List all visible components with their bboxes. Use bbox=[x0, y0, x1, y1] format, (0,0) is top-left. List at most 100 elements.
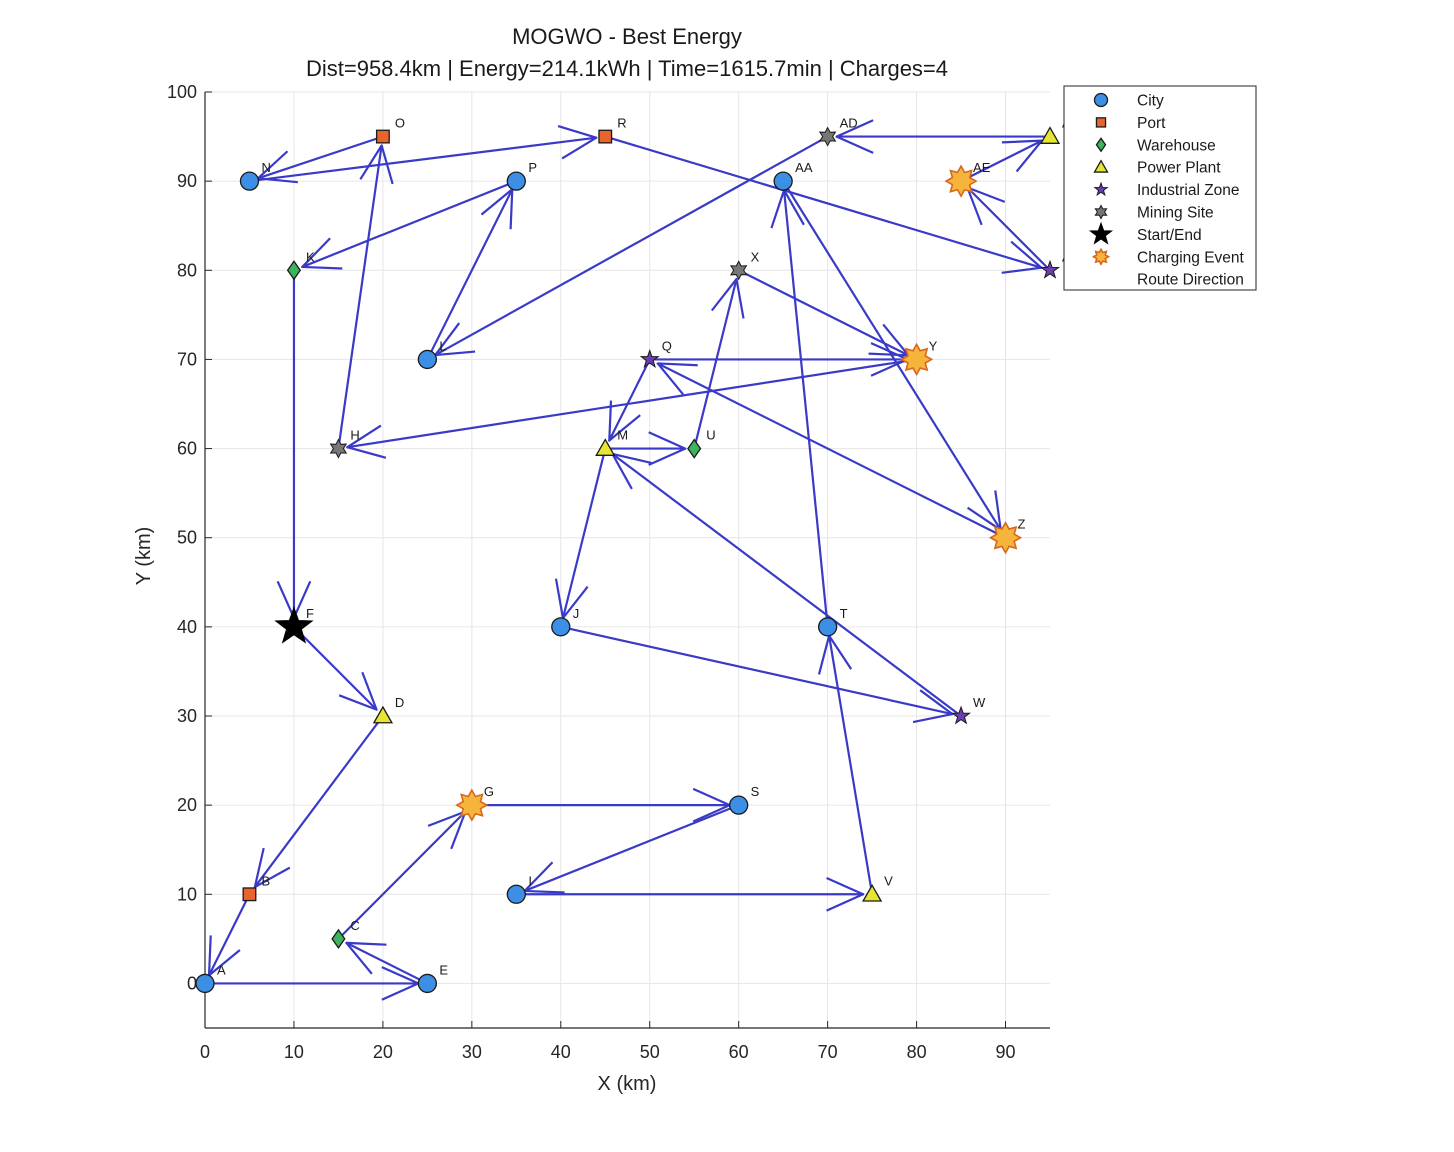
node-industrial-marker bbox=[951, 705, 972, 725]
node-mining-marker bbox=[729, 260, 748, 281]
route-segment bbox=[337, 144, 383, 450]
node-label: E bbox=[439, 962, 448, 977]
node-warehouse-marker bbox=[331, 928, 346, 949]
node-label: V bbox=[884, 873, 893, 888]
legend-label: Start/End bbox=[1137, 227, 1202, 244]
node-city-marker bbox=[239, 171, 260, 191]
y-tick-label: 10 bbox=[177, 884, 197, 904]
node-industrial-marker bbox=[1039, 259, 1061, 279]
node-label: X bbox=[751, 249, 760, 264]
legend-label: Charging Event bbox=[1137, 249, 1245, 266]
axes bbox=[204, 92, 1050, 1029]
node-label: O bbox=[395, 116, 405, 131]
node-label: H bbox=[350, 428, 359, 443]
node-port-marker bbox=[598, 129, 613, 144]
node-label: AE bbox=[973, 160, 991, 175]
node-port-marker bbox=[375, 129, 390, 144]
node-power-plant-marker bbox=[372, 705, 394, 724]
node-power-plant-marker bbox=[861, 883, 883, 902]
x-tick-label: 70 bbox=[818, 1042, 838, 1062]
node-mining-marker bbox=[818, 126, 837, 147]
route-arrowhead bbox=[1001, 139, 1044, 173]
node-label: R bbox=[617, 116, 626, 131]
y-tick-label: 0 bbox=[187, 973, 197, 993]
route-segment bbox=[604, 135, 1043, 269]
legend-label: City bbox=[1137, 93, 1164, 110]
x-axis-label: X (km) bbox=[598, 1073, 657, 1095]
x-tick-label: 20 bbox=[373, 1042, 393, 1062]
y-tick-label: 20 bbox=[177, 795, 197, 815]
node-city-marker bbox=[729, 795, 749, 815]
legend-marker bbox=[1093, 181, 1109, 197]
legend-marker bbox=[1095, 117, 1107, 128]
legend-label: Port bbox=[1137, 115, 1166, 132]
route-segment bbox=[966, 186, 1050, 272]
x-tick-labels: 0 10 20 30 40 50 60 70 80 90 bbox=[200, 1042, 1016, 1062]
x-tick-label: 0 bbox=[200, 1042, 210, 1062]
route-arrowhead bbox=[480, 188, 514, 230]
legend: City Port Warehouse Power Plant Industrial Z… bbox=[1063, 85, 1257, 291]
x-tick-label: 80 bbox=[907, 1042, 927, 1062]
route-segment bbox=[301, 180, 518, 269]
route-segment bbox=[828, 634, 874, 896]
route-segment bbox=[608, 358, 651, 442]
route-segment bbox=[656, 362, 1007, 539]
route-arrowhead bbox=[253, 847, 291, 889]
node-label: A bbox=[217, 962, 226, 977]
chart-title: MOGWO - Best Energy bbox=[512, 24, 742, 49]
legend-label: Industrial Zone bbox=[1137, 182, 1240, 199]
node-city-marker bbox=[195, 973, 215, 994]
route-segment bbox=[248, 136, 598, 183]
node-city-marker bbox=[506, 171, 526, 191]
route-segment bbox=[207, 893, 251, 977]
node-charging-marker bbox=[455, 788, 489, 822]
route-segment bbox=[561, 447, 607, 620]
route-segment bbox=[737, 269, 910, 357]
node-label: B bbox=[261, 873, 270, 888]
y-tick-labels: 0 10 20 30 40 50 60 70 80 90 100 bbox=[167, 82, 197, 993]
route-arrowhead bbox=[648, 431, 687, 466]
node-label: I bbox=[528, 873, 532, 888]
route-arrowhead bbox=[835, 119, 874, 154]
node-label: D bbox=[395, 695, 404, 710]
legend-marker bbox=[1093, 159, 1109, 173]
route-segment bbox=[346, 358, 918, 449]
route-arrowhead bbox=[557, 124, 598, 160]
route-segment bbox=[256, 135, 384, 180]
y-tick-label: 40 bbox=[177, 617, 197, 637]
node-warehouse-marker bbox=[687, 438, 702, 459]
route-arrowhead bbox=[359, 144, 394, 185]
node-label: Y bbox=[929, 338, 938, 353]
y-tick-label: 70 bbox=[177, 349, 197, 369]
node-label: T bbox=[840, 606, 848, 621]
route-arrowhead bbox=[912, 689, 954, 724]
y-tick-label: 100 bbox=[167, 82, 197, 102]
x-tick-label: 40 bbox=[551, 1042, 571, 1062]
route-arrows bbox=[205, 119, 1050, 1001]
node-industrial-marker bbox=[639, 348, 660, 368]
node-warehouse-marker bbox=[286, 260, 302, 281]
node-label: N bbox=[261, 160, 270, 175]
node-label: P bbox=[528, 160, 537, 175]
legend-marker bbox=[1095, 137, 1107, 153]
node-label: L bbox=[439, 338, 446, 353]
node-power-plant-marker bbox=[1039, 126, 1061, 144]
route-segment bbox=[292, 625, 378, 711]
node-label: AD bbox=[840, 116, 858, 131]
node-label: S bbox=[751, 784, 760, 799]
legend-label: Mining Site bbox=[1137, 205, 1214, 222]
legend-marker bbox=[1088, 221, 1114, 245]
route-segment bbox=[559, 625, 954, 716]
node-city-marker bbox=[773, 171, 793, 191]
route-arrowhead bbox=[656, 362, 698, 396]
node-mining-marker bbox=[329, 438, 348, 459]
route-arrowhead bbox=[710, 277, 745, 319]
route-segment bbox=[523, 804, 740, 893]
node-label: Q bbox=[662, 338, 672, 353]
node-charging-marker bbox=[944, 164, 978, 198]
route-segment bbox=[959, 139, 1044, 183]
node-label: F bbox=[306, 606, 314, 621]
route-arrowhead bbox=[301, 237, 343, 270]
chart-subtitle: Dist=958.4km | Energy=214.1kWh | Time=16… bbox=[306, 56, 948, 81]
